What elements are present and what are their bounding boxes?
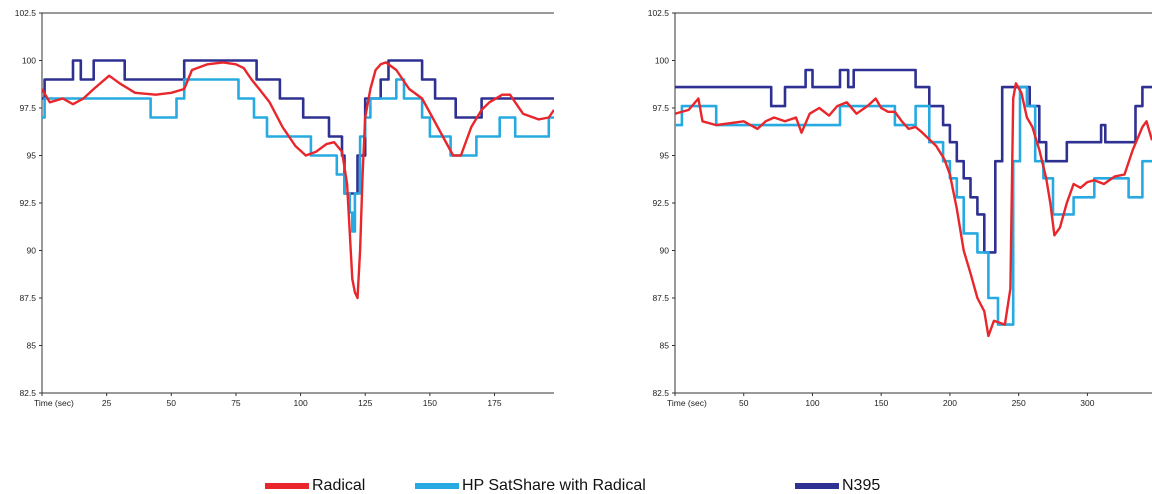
chart-1-y-tick-label: 87.5: [19, 293, 36, 303]
legend-item-radical: Radical: [265, 478, 365, 494]
chart-1-series-n395: [42, 59, 554, 195]
legend-label-radical: Radical: [312, 477, 366, 494]
chart-2-x-tick-label: 100: [805, 398, 819, 408]
legend-item-n395: N395: [795, 478, 880, 494]
chart-2-y-tick-label: 85: [660, 341, 670, 351]
chart-1-y-tick-label: 85: [27, 341, 37, 351]
chart-2-x-tick-label: Time (sec): [667, 398, 707, 408]
chart-1-series-hp-satshare-with-radical: [42, 78, 554, 233]
chart-1: 82.5 85 87.5 90 92.5 95 97.5 100 102.5 Time (sec)…: [15, 8, 554, 408]
chart-2-y-tick-label: 87.5: [652, 293, 669, 303]
chart-1-x-tick-label: 50: [167, 398, 177, 408]
chart-1-x-tick-label: 175: [487, 398, 501, 408]
chart-1-x-tick-label: 150: [423, 398, 437, 408]
chart-1-x-tick-label: Time (sec): [34, 398, 74, 408]
chart-1-y-tick-label: 100: [22, 56, 36, 66]
legend-swatch-radical: [265, 483, 309, 489]
chart-2-y-tick-label: 102.5: [648, 8, 670, 18]
chart-2-series-hp-satshare-with-radical: [675, 85, 1152, 326]
chart-1-y-tick-label: 97.5: [19, 103, 36, 113]
chart-2-x-tick-label: 200: [943, 398, 957, 408]
chart-2-x-tick-label: 50: [739, 398, 749, 408]
chart-1-y-tick-label: 95: [27, 151, 37, 161]
chart-1-x-tick-label: 100: [293, 398, 307, 408]
legend: Radical HP SatShare with Radical N395: [0, 478, 1152, 494]
chart-2-y-tick-label: 90: [660, 246, 670, 256]
chart-1-y-tick-label: 82.5: [19, 388, 36, 398]
chart-2-y-tick-label: 92.5: [652, 198, 669, 208]
chart-2-y-tick-label: 95: [660, 151, 670, 161]
legend-swatch-n395: [795, 483, 839, 489]
chart-1-x-tick-label: 75: [231, 398, 241, 408]
chart-2-x-tick-label: 150: [874, 398, 888, 408]
chart-1-y-tick-label: 92.5: [19, 198, 36, 208]
chart-1-y-tick-label: 102.5: [15, 8, 37, 18]
chart-1-x-tick-label: 25: [102, 398, 112, 408]
chart-2-x-tick-label: 250: [1012, 398, 1026, 408]
legend-swatch-hp-satshare: [415, 483, 459, 489]
chart-1-series-radical: [42, 61, 554, 300]
chart-2-series-radical: [675, 82, 1152, 338]
chart-2-y-tick-label: 82.5: [652, 388, 669, 398]
chart-2: 82.5 85 87.5 90 92.5 95 97.5 100 102.5 Time (sec)…: [648, 8, 1152, 408]
legend-label-hp-satshare: HP SatShare with Radical: [462, 477, 646, 494]
chart-2-y-tick-label: 100: [655, 56, 669, 66]
legend-item-hp-satshare: HP SatShare with Radical: [415, 478, 646, 494]
chart-2-y-tick-label: 97.5: [652, 103, 669, 113]
chart-2-x-tick-label: 300: [1080, 398, 1094, 408]
chart-2-series-n395: [675, 68, 1152, 254]
chart-1-x-tick-label: 125: [358, 398, 372, 408]
chart-1-y-tick-label: 90: [27, 246, 37, 256]
legend-label-n395: N395: [842, 477, 881, 494]
